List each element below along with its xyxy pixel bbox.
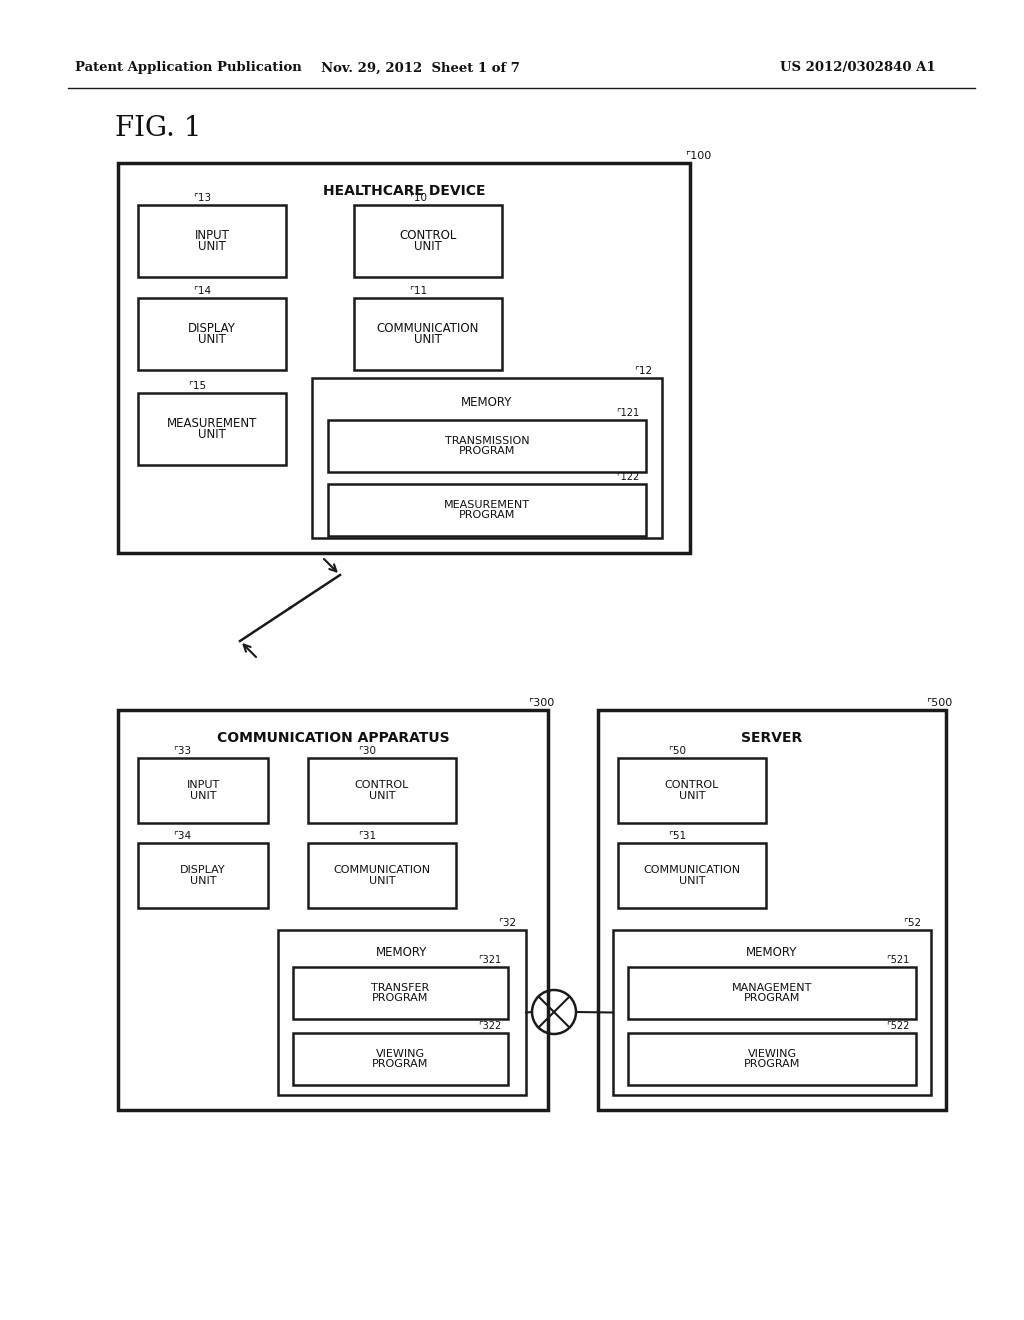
Text: PROGRAM: PROGRAM — [459, 446, 515, 457]
Text: UNIT: UNIT — [679, 791, 706, 801]
Bar — [308, 843, 456, 908]
Bar — [628, 968, 916, 1019]
Text: ⌜52: ⌜52 — [903, 917, 922, 928]
Bar — [278, 931, 526, 1096]
Text: COMMUNICATION APPARATUS: COMMUNICATION APPARATUS — [217, 731, 450, 744]
Bar — [328, 484, 646, 536]
Text: VIEWING: VIEWING — [748, 1049, 797, 1059]
Text: MEMORY: MEMORY — [376, 945, 428, 958]
Text: MEASUREMENT: MEASUREMENT — [444, 500, 530, 510]
Bar — [308, 758, 456, 822]
Bar — [293, 1034, 508, 1085]
Text: ⌜521: ⌜521 — [886, 954, 909, 965]
Text: PROGRAM: PROGRAM — [743, 993, 800, 1003]
Text: TRANSFER: TRANSFER — [372, 983, 430, 993]
Text: ⌜122: ⌜122 — [616, 473, 639, 482]
Bar — [138, 758, 268, 822]
Text: ⌜30: ⌜30 — [358, 746, 376, 756]
Text: COMMUNICATION: COMMUNICATION — [643, 866, 740, 875]
Text: UNIT: UNIT — [414, 240, 442, 253]
Bar — [138, 843, 268, 908]
Text: DISPLAY: DISPLAY — [180, 866, 226, 875]
Text: ⌜51: ⌜51 — [668, 832, 686, 841]
Text: ⌜13: ⌜13 — [193, 193, 211, 203]
Text: ⌜522: ⌜522 — [886, 1020, 909, 1031]
Text: TRANSMISSION: TRANSMISSION — [444, 436, 529, 446]
Text: ⌜121: ⌜121 — [616, 408, 639, 418]
Bar — [138, 393, 286, 465]
Text: PROGRAM: PROGRAM — [373, 1059, 429, 1069]
Text: HEALTHCARE DEVICE: HEALTHCARE DEVICE — [323, 183, 485, 198]
Text: ⌜322: ⌜322 — [478, 1020, 502, 1031]
Text: CONTROL: CONTROL — [354, 780, 410, 791]
Text: FIG. 1: FIG. 1 — [115, 115, 202, 141]
Text: INPUT: INPUT — [195, 228, 229, 242]
Bar — [354, 205, 502, 277]
Text: UNIT: UNIT — [198, 333, 226, 346]
Text: CONTROL: CONTROL — [665, 780, 719, 791]
Text: ⌜300: ⌜300 — [528, 698, 554, 708]
Text: Nov. 29, 2012  Sheet 1 of 7: Nov. 29, 2012 Sheet 1 of 7 — [321, 62, 519, 74]
Text: VIEWING: VIEWING — [376, 1049, 425, 1059]
Text: UNIT: UNIT — [189, 791, 216, 801]
Text: ⌜33: ⌜33 — [173, 746, 191, 756]
Text: ⌜50: ⌜50 — [668, 746, 686, 756]
Text: UNIT: UNIT — [414, 333, 442, 346]
Text: US 2012/0302840 A1: US 2012/0302840 A1 — [780, 62, 936, 74]
Text: Patent Application Publication: Patent Application Publication — [75, 62, 302, 74]
Text: ⌜500: ⌜500 — [926, 698, 952, 708]
Bar — [293, 968, 508, 1019]
Text: ⌜32: ⌜32 — [498, 917, 516, 928]
Bar — [618, 843, 766, 908]
Text: ⌜100: ⌜100 — [685, 150, 712, 161]
Bar — [354, 298, 502, 370]
Bar — [118, 162, 690, 553]
Text: UNIT: UNIT — [198, 428, 226, 441]
Bar — [138, 205, 286, 277]
Bar — [328, 420, 646, 473]
Text: UNIT: UNIT — [189, 875, 216, 886]
Bar — [312, 378, 662, 539]
Text: COMMUNICATION: COMMUNICATION — [377, 322, 479, 335]
Text: ⌜34: ⌜34 — [173, 832, 191, 841]
Text: PROGRAM: PROGRAM — [743, 1059, 800, 1069]
Text: UNIT: UNIT — [369, 791, 395, 801]
Text: CONTROL: CONTROL — [399, 228, 457, 242]
Text: INPUT: INPUT — [186, 780, 219, 791]
Text: UNIT: UNIT — [369, 875, 395, 886]
Bar — [613, 931, 931, 1096]
Text: ⌜11: ⌜11 — [409, 286, 427, 296]
Bar — [138, 298, 286, 370]
Text: MEMORY: MEMORY — [462, 396, 513, 408]
Bar — [618, 758, 766, 822]
Text: MANAGEMENT: MANAGEMENT — [732, 983, 812, 993]
Text: ⌜12: ⌜12 — [634, 366, 652, 376]
Text: SERVER: SERVER — [741, 731, 803, 744]
Text: UNIT: UNIT — [679, 875, 706, 886]
Text: ⌜10: ⌜10 — [409, 193, 427, 203]
Text: ⌜31: ⌜31 — [358, 832, 376, 841]
Text: MEMORY: MEMORY — [746, 945, 798, 958]
Text: PROGRAM: PROGRAM — [459, 511, 515, 520]
Text: DISPLAY: DISPLAY — [188, 322, 236, 335]
Text: COMMUNICATION: COMMUNICATION — [334, 866, 430, 875]
Text: ⌜15: ⌜15 — [188, 381, 206, 391]
Text: UNIT: UNIT — [198, 240, 226, 253]
Text: PROGRAM: PROGRAM — [373, 993, 429, 1003]
Bar — [628, 1034, 916, 1085]
Text: MEASUREMENT: MEASUREMENT — [167, 417, 257, 430]
Bar — [598, 710, 946, 1110]
Bar — [118, 710, 548, 1110]
Text: ⌜321: ⌜321 — [478, 954, 501, 965]
Text: ⌜14: ⌜14 — [193, 286, 211, 296]
